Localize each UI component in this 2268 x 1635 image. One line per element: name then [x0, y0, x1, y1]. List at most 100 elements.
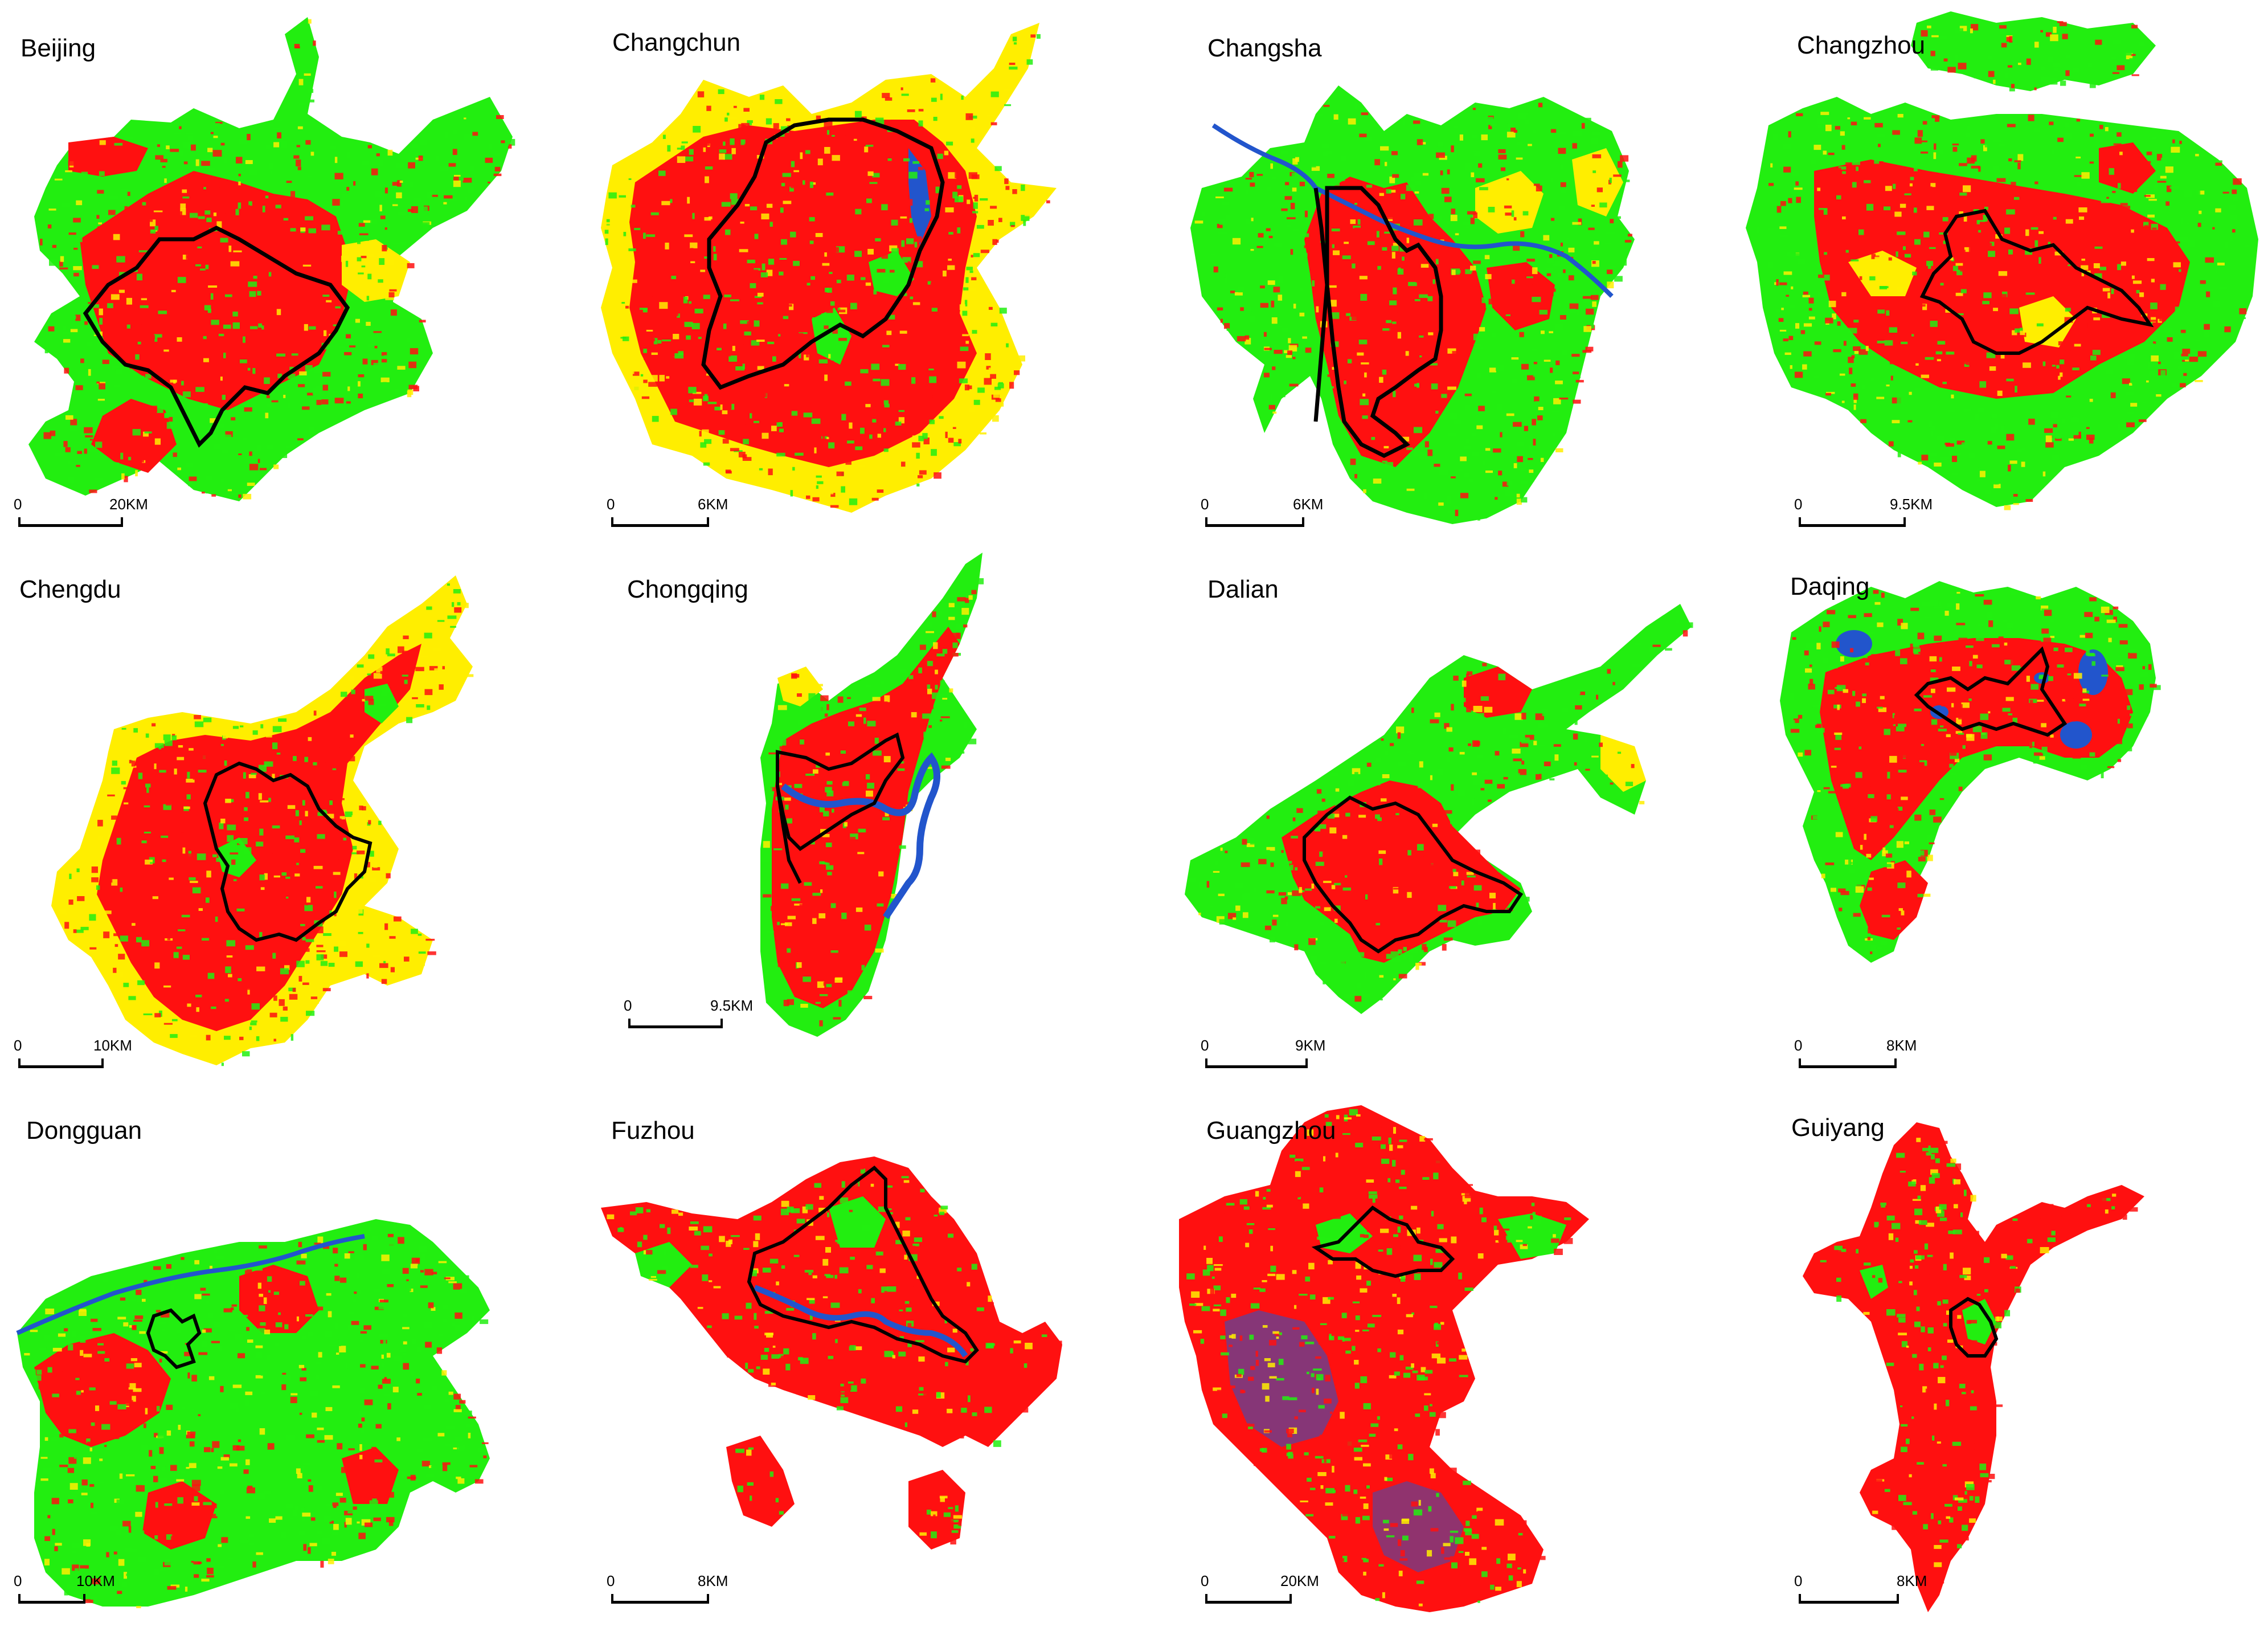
- map-guiyang: [1803, 1122, 2144, 1612]
- scale-tick: [1903, 517, 1906, 527]
- scale-line: [611, 1601, 709, 1604]
- scale-bar: 0 6KM: [607, 496, 766, 536]
- scale-line: [18, 524, 123, 527]
- scale-tick: [707, 517, 709, 527]
- scale-line: [611, 524, 709, 527]
- city-title: Dalian: [1207, 575, 1279, 603]
- scale-bar: 0 10KM: [14, 1037, 173, 1077]
- scale-tick: [1205, 1594, 1207, 1604]
- scale-distance-label: 10KM: [93, 1037, 132, 1054]
- panel-dalian: Dalian 0 9KM: [1133, 541, 1700, 1082]
- panel-dongguan: Dongguan 0 10KM: [0, 1082, 567, 1635]
- land-use-texture: [761, 578, 984, 1027]
- scale-tick: [121, 517, 123, 527]
- scale-distance-label: 9.5KM: [1890, 496, 1933, 513]
- map-dongguan: [16, 1219, 490, 1608]
- scale-zero-label: 0: [1794, 1037, 1803, 1054]
- scale-tick: [1894, 1058, 1897, 1068]
- city-title: Changzhou: [1797, 31, 1926, 59]
- panel-chengdu: Chengdu 0 10KM: [0, 541, 567, 1082]
- map-chongqing: [760, 553, 984, 1037]
- land-use-texture: [1756, 21, 2255, 510]
- scale-line: [1205, 1601, 1292, 1604]
- scale-line: [1205, 524, 1304, 527]
- scale-tick: [1799, 1594, 1801, 1604]
- scale-distance-label: 8KM: [698, 1572, 728, 1589]
- land-use-texture: [58, 583, 474, 1066]
- city-title: Daqing: [1790, 573, 1870, 600]
- scale-zero-label: 0: [1794, 496, 1803, 513]
- scale-line: [628, 1025, 723, 1028]
- scale-distance-label: 20KM: [109, 496, 148, 513]
- land-use-texture: [1186, 1109, 1573, 1607]
- city-title: Guangzhou: [1206, 1117, 1336, 1144]
- scale-tick: [611, 517, 613, 527]
- map-dalian: [1185, 604, 1693, 1014]
- scale-zero-label: 0: [14, 1037, 22, 1054]
- land-use-texture: [1194, 103, 1632, 521]
- scale-tick: [1205, 1058, 1207, 1068]
- scale-distance-label: 8KM: [1886, 1037, 1917, 1054]
- scale-line: [1799, 1065, 1897, 1068]
- scale-tick: [18, 517, 21, 527]
- panel-changchun: Changchun 0 6KM: [567, 0, 1133, 541]
- scale-distance-label: 6KM: [1293, 496, 1324, 513]
- city-title: Changsha: [1207, 34, 1322, 62]
- panel-guiyang: Guiyang 0 8KM: [1700, 1082, 2267, 1635]
- panel-daqing: Daqing 0 8KM: [1700, 541, 2267, 1082]
- scale-tick: [1205, 517, 1207, 527]
- scale-tick: [1305, 1058, 1308, 1068]
- city-title: Changchun: [612, 28, 741, 56]
- scale-distance-label: 6KM: [698, 496, 728, 513]
- map-changzhou: [1746, 11, 2258, 510]
- scale-distance-label: 9KM: [1295, 1037, 1326, 1054]
- scale-bar: 0 6KM: [1201, 496, 1360, 536]
- scale-tick: [707, 1594, 709, 1604]
- scale-tick: [18, 1594, 21, 1604]
- scale-tick: [101, 1058, 104, 1068]
- panel-beijing: Beijing 0 20KM: [0, 0, 567, 541]
- scale-tick: [1799, 517, 1801, 527]
- scale-tick: [1302, 517, 1304, 527]
- land-use-texture: [604, 34, 1050, 508]
- scale-line: [18, 1065, 104, 1068]
- map-beijing: [28, 17, 515, 501]
- land-use-texture: [1789, 590, 2161, 954]
- scale-bar: 0 20KM: [14, 496, 173, 536]
- scale-tick: [720, 1019, 723, 1028]
- scale-zero-label: 0: [607, 1572, 615, 1589]
- scale-bar: 0 9.5KM: [1794, 496, 1954, 536]
- scale-bar: 0 9KM: [1201, 1037, 1360, 1077]
- scale-bar: 0 8KM: [1794, 1572, 1954, 1612]
- scale-distance-label: 9.5KM: [710, 997, 754, 1014]
- scale-zero-label: 0: [607, 496, 615, 513]
- panel-changsha: Changsha 0 6KM: [1133, 0, 1700, 541]
- map-daqing: [1780, 581, 2161, 963]
- map-guangzhou: [1179, 1105, 1589, 1612]
- scale-zero-label: 0: [14, 1572, 22, 1589]
- scale-distance-label: 8KM: [1897, 1572, 1927, 1589]
- city-title: Beijing: [21, 34, 96, 62]
- scale-bar: 0 8KM: [1794, 1037, 1954, 1077]
- panel-chongqing: Chongqing 0 9.5KM: [567, 541, 1133, 1082]
- scale-bar: 0 9.5KM: [624, 997, 783, 1037]
- panel-changzhou: Changzhou 0 9.5KM: [1700, 0, 2267, 541]
- scale-bar: 0 8KM: [607, 1572, 766, 1612]
- scale-tick: [1289, 1594, 1292, 1604]
- panel-fuzhou: Fuzhou 0 8KM: [567, 1082, 1133, 1635]
- map-fuzhou: [601, 1156, 1062, 1550]
- scale-tick: [18, 1058, 21, 1068]
- scale-distance-label: 10KM: [76, 1572, 115, 1589]
- city-title: Chongqing: [627, 575, 748, 603]
- scale-zero-label: 0: [1201, 1037, 1209, 1054]
- scale-tick: [1799, 1058, 1801, 1068]
- scale-zero-label: 0: [624, 997, 632, 1014]
- scale-bar: 0 10KM: [14, 1572, 173, 1612]
- city-title: Chengdu: [19, 575, 121, 603]
- map-chengdu: [51, 575, 474, 1066]
- scale-line: [1205, 1065, 1308, 1068]
- map-changsha: [1190, 85, 1635, 524]
- scale-zero-label: 0: [1201, 1572, 1209, 1589]
- scale-zero-label: 0: [1201, 496, 1209, 513]
